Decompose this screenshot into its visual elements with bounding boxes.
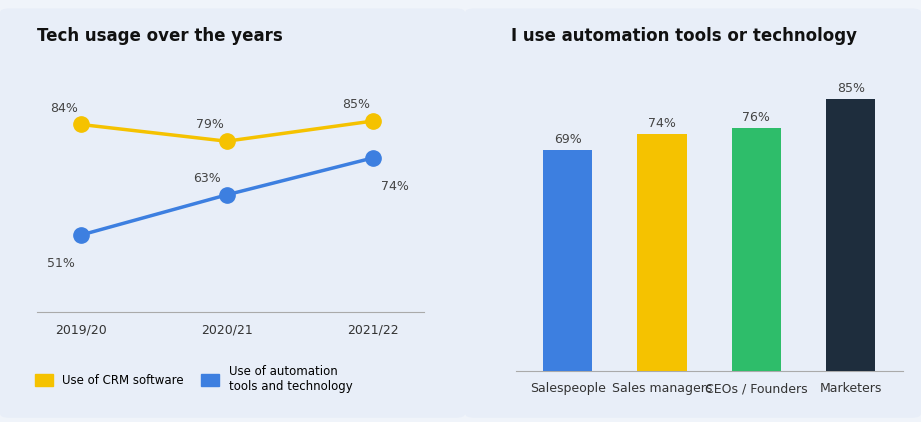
Bar: [826, 99, 875, 371]
Text: 76%: 76%: [742, 111, 770, 124]
Text: 51%: 51%: [47, 257, 76, 271]
Bar: [637, 134, 686, 371]
Text: I use automation tools or technology: I use automation tools or technology: [511, 27, 857, 46]
Text: 74%: 74%: [381, 180, 409, 193]
Text: 79%: 79%: [196, 119, 224, 132]
Text: 74%: 74%: [648, 117, 676, 130]
Text: 63%: 63%: [193, 172, 221, 185]
Bar: [732, 127, 781, 371]
Bar: [543, 150, 592, 371]
Text: 84%: 84%: [50, 102, 78, 115]
Legend: Use of CRM software, Use of automation
tools and technology: Use of CRM software, Use of automation t…: [35, 365, 353, 393]
Text: 85%: 85%: [836, 82, 865, 95]
Text: Tech usage over the years: Tech usage over the years: [37, 27, 283, 46]
Text: 69%: 69%: [554, 133, 581, 146]
Text: 85%: 85%: [342, 98, 370, 111]
